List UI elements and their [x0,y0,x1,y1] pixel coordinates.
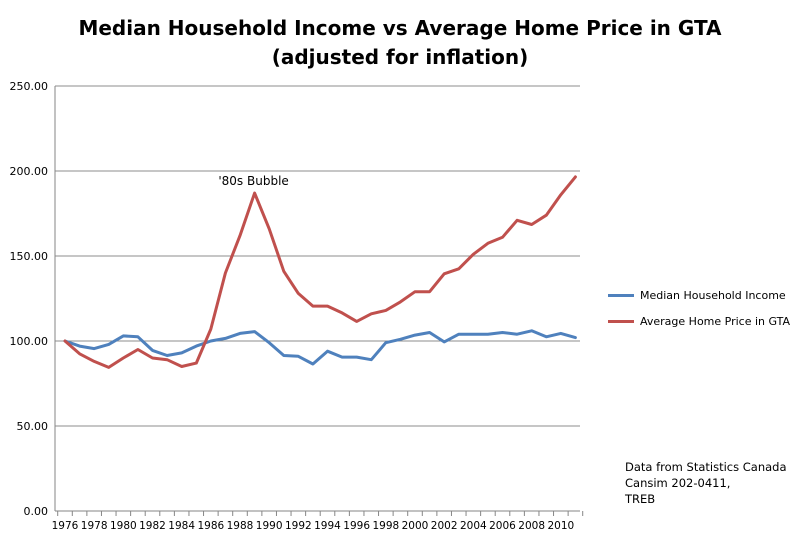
source-note-line: TREB [625,492,656,506]
source-note-line: Data from Statistics Canada [625,460,787,474]
x-tick-label: 1996 [343,520,370,532]
chart-title: Median Household Income vs Average Home … [78,16,722,40]
source-note-line: Cansim 202-0411, [625,476,731,490]
series-line-income [63,329,577,366]
legend-label-home-price: Average Home Price in GTA [640,315,791,328]
x-tick-label: 1988 [227,520,254,532]
series-line-home-price [63,175,577,369]
x-tick-label: 1998 [372,520,399,532]
x-tick-label: 1992 [285,520,312,532]
y-tick-label: 0.00 [24,505,49,518]
x-tick-label: 1978 [81,520,108,532]
x-tick-label: 2004 [460,520,487,532]
x-tick-label: 2008 [518,520,545,532]
chart-subtitle: (adjusted for inflation) [271,45,529,69]
x-tick-label: 2010 [547,520,574,532]
legend-item-income: Median Household Income [608,289,786,302]
y-tick-label: 250.00 [10,80,49,93]
legend-item-home-price: Average Home Price in GTA [608,315,790,328]
x-tick-label: 1990 [256,520,283,532]
y-tick-label: 50.00 [17,420,49,433]
x-tick-label: 2002 [431,520,458,532]
x-tick-label: 1986 [197,520,224,532]
y-tick-label: 200.00 [10,165,49,178]
x-tick-label: 1984 [168,520,195,532]
annotation-label: '80s Bubble [218,174,288,188]
x-tick-label: 1982 [139,520,166,532]
legend-label-income: Median Household Income [640,289,786,302]
x-tick-label: 1994 [314,520,341,532]
y-tick-label: 100.00 [10,335,49,348]
x-tick-label: 2000 [402,520,429,532]
x-tick-label: 2006 [489,520,516,532]
legend-swatch-income [608,294,634,297]
x-tick-label: 1976 [52,520,79,532]
source-note: Data from Statistics Canada Cansim 202-0… [625,459,787,507]
y-tick-label: 150.00 [10,250,49,263]
legend-swatch-home-price [608,320,634,323]
x-tick-label: 1980 [110,520,137,532]
